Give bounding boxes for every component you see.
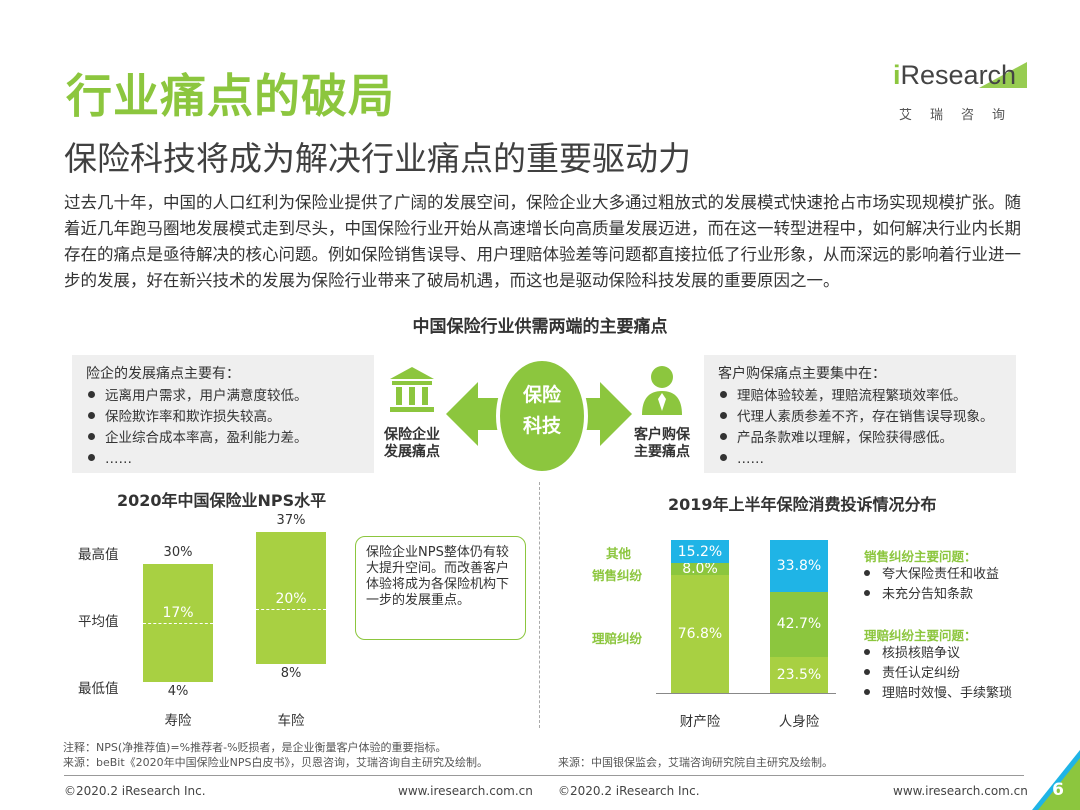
insurer-pain-head: 险企的发展痛点主要有： (86, 366, 240, 382)
footer-divider (64, 775, 1024, 776)
axis-label-min: 最低值 (78, 681, 119, 697)
category-label: 人身险 (778, 714, 820, 730)
stack-segment: 76.8% (671, 575, 729, 693)
category-label: 财产险 (679, 714, 721, 730)
chart-baseline (656, 693, 836, 694)
page-number: 6 (1052, 780, 1064, 800)
stack-segment: 15.2% (671, 540, 729, 564)
footer-copyright-left: ©2020.2 iResearch Inc. (64, 784, 206, 798)
insurer-pain-box: 险企的发展痛点主要有： 远离用户需求，用户满意度较低。 保险欺诈率和欺诈损失较高… (72, 355, 374, 473)
stack-segment: 33.8% (770, 540, 828, 592)
page-corner-shape (1032, 750, 1080, 810)
logo-swoosh-icon (979, 62, 1027, 88)
list-item: 产品条款难以理解，保险获得感低。 (720, 428, 1016, 449)
stack-segment: 42.7% (770, 591, 828, 658)
nps-note: 注释：NPS(净推荐值)=%推荐者-%贬损者，是企业衡量客户体验的重要指标。 (63, 741, 447, 754)
footer-copyright-right: ©2020.2 iResearch Inc. (558, 784, 700, 798)
category-label: 寿险 (164, 713, 192, 729)
complaints-chart-title: 2019年上半年保险消费投诉情况分布 (668, 495, 937, 514)
nps-source: 来源：beBit《2020年中国保险业NPS白皮书》，贝恩咨询，艾瑞咨询自主研究… (63, 756, 489, 769)
customer-pain-head: 客户购保痛点主要集中在： (718, 366, 886, 382)
insurer-icon-label-1: 保险企业 (384, 427, 440, 443)
list-item: 远离用户需求，用户满意度较低。 (88, 386, 374, 407)
list-item: …… (720, 449, 1016, 470)
list-item: 理赔时效慢、手续繁琐 (864, 684, 1012, 704)
list-item: 代理人素质参差不齐，存在销售误导现象。 (720, 407, 1016, 428)
avg-dash-line (256, 608, 326, 610)
logo-text: iResearch (893, 60, 1016, 91)
category-label: 车险 (277, 713, 305, 729)
avg-value-label: 20% (275, 590, 307, 607)
stack-segment: 8.0% (671, 561, 729, 577)
footer-url-right[interactable]: www.iresearch.com.cn (893, 784, 1028, 798)
min-value-label: 8% (280, 665, 302, 681)
customer-pain-box: 客户购保痛点主要集中在： 理赔体验较差，理赔流程繁琐效率低。 代理人素质参差不齐… (704, 355, 1016, 473)
nps-bar: 17% (143, 563, 213, 682)
section-divider (539, 482, 540, 728)
axis-label-avg: 平均值 (78, 614, 119, 630)
max-value-label: 30% (163, 544, 193, 560)
insurtech-line-1: 保险 (522, 384, 561, 406)
logo-i: i (893, 60, 901, 90)
list-item: 企业综合成本率高，盈利能力差。 (88, 428, 374, 449)
complaints-source: 来源：中国银保监会，艾瑞咨询研究院自主研究及绘制。 (558, 756, 833, 769)
insurtech-circle (496, 357, 588, 475)
page-title: 行业痛点的破局 (66, 69, 395, 123)
customer-person-icon (642, 366, 682, 415)
list-item: 理赔体验较差，理赔流程繁琐效率低。 (720, 386, 1016, 407)
intro-paragraph: 过去几十年，中国的人口红利为保险业提供了广阔的发展空间，保险企业大多通过粗放式的… (64, 193, 1021, 290)
list-item: 保险欺诈率和欺诈损失较高。 (88, 407, 374, 428)
logo-word: Research (900, 60, 1017, 90)
axis-label-max: 最高值 (78, 547, 119, 563)
logo-cn: 艾瑞咨询 (899, 108, 1024, 123)
list-item: 未充分告知条款 (864, 585, 999, 605)
nps-bar: 20% (256, 531, 326, 664)
avg-dash-line (143, 622, 213, 624)
nps-chart-title: 2020年中国保险业NPS水平 (117, 491, 327, 510)
insurer-icon-label-2: 发展痛点 (384, 444, 440, 460)
claims-issues-head: 理赔纠纷主要问题： (864, 628, 977, 643)
max-value-label: 37% (276, 512, 306, 528)
min-value-label: 4% (167, 683, 189, 699)
sales-issues-head: 销售纠纷主要问题： (864, 549, 977, 564)
list-item: 责任认定纠纷 (864, 664, 1012, 684)
iresearch-logo: iResearch 艾瑞咨询 (893, 58, 1033, 128)
page-subtitle: 保险科技将成为解决行业痛点的重要驱动力 (64, 139, 691, 178)
legend-other: 其他 (606, 546, 632, 561)
list-item: …… (88, 449, 374, 470)
insurtech-line-2: 科技 (522, 415, 561, 437)
nps-callout: 保险企业NPS整体仍有较大提升空间。而改善客户体验将成为各保险机构下一步的发展重… (355, 536, 526, 640)
diagram-title: 中国保险行业供需两端的主要痛点 (412, 317, 668, 337)
customer-icon-label-1: 客户购保 (634, 427, 690, 443)
legend-sales: 销售纠纷 (592, 568, 643, 583)
bank-building-icon (390, 367, 434, 412)
list-item: 夸大保险责任和收益 (864, 565, 999, 585)
footer-url-left[interactable]: www.iresearch.com.cn (398, 784, 533, 798)
stack-segment: 23.5% (770, 657, 828, 693)
legend-claims: 理赔纠纷 (592, 631, 643, 646)
customer-icon-label-2: 主要痛点 (634, 444, 690, 460)
avg-value-label: 17% (162, 604, 194, 621)
list-item: 核损核赔争议 (864, 644, 1012, 664)
